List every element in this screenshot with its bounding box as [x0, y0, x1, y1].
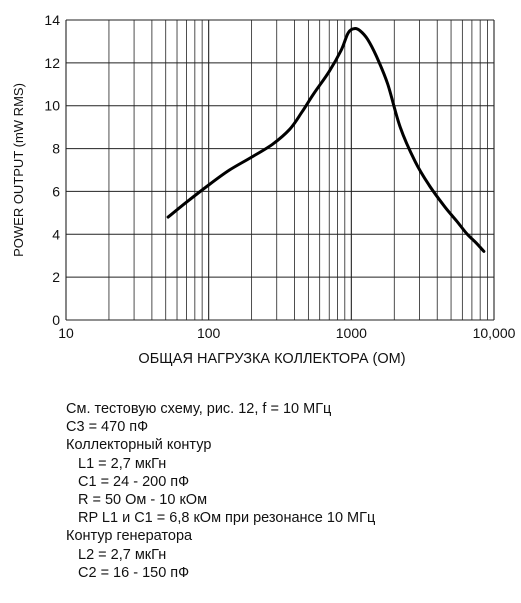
note-rp: RP L1 и C1 = 6,8 кОм при резонансе 10 МГ…: [78, 510, 376, 527]
y-tick-label: 10: [44, 98, 60, 114]
y-tick-label: 8: [52, 141, 60, 157]
y-tick-label: 4: [52, 226, 60, 242]
y-tick-label: 6: [52, 183, 60, 199]
chart-ticks: 0 2 4 6 8 10 12 14 10 100 1000 10,000: [44, 12, 515, 341]
y-tick-label: 0: [52, 312, 60, 328]
note-r: R = 50 Ом - 10 кОм: [78, 492, 208, 509]
x-tick-label: 1000: [336, 325, 367, 341]
x-tick-label: 10: [58, 325, 74, 341]
y-tick-label: 14: [44, 12, 60, 28]
y-axis-label: POWER OUTPUT (mW RMS): [11, 83, 26, 257]
x-tick-label: 10,000: [473, 325, 516, 341]
note-c3: C3 = 470 пФ: [66, 419, 149, 436]
note-test-circuit: См. тестовую схему, рис. 12, f = 10 МГц: [66, 401, 332, 417]
note-collector-circuit-heading: Коллекторный контур: [66, 437, 212, 454]
note-c2: C2 = 16 - 150 пФ: [78, 564, 190, 581]
note-c1: C1 = 24 - 200 пФ: [78, 473, 190, 490]
x-axis-label: ОБЩАЯ НАГРУЗКА КОЛЛЕКТОРА (ОМ): [138, 351, 405, 367]
test-conditions-notes: См. тестовую схему, рис. 12, f = 10 МГц …: [66, 400, 375, 582]
x-tick-label: 100: [197, 325, 221, 341]
y-tick-label: 2: [52, 269, 60, 285]
chart: 0 2 4 6 8 10 12 14 10 100 1000 10,000 POWER OUTPUT …: [11, 12, 516, 367]
note-generator-circuit-heading: Контур генератора: [66, 528, 193, 545]
note-l2: L2 = 2,7 мкГн: [78, 546, 167, 563]
power-output-curve: [166, 27, 486, 253]
y-tick-label: 12: [44, 55, 60, 71]
note-l1: L1 = 2,7 мкГн: [78, 455, 167, 472]
chart-grid: [65, 19, 495, 321]
